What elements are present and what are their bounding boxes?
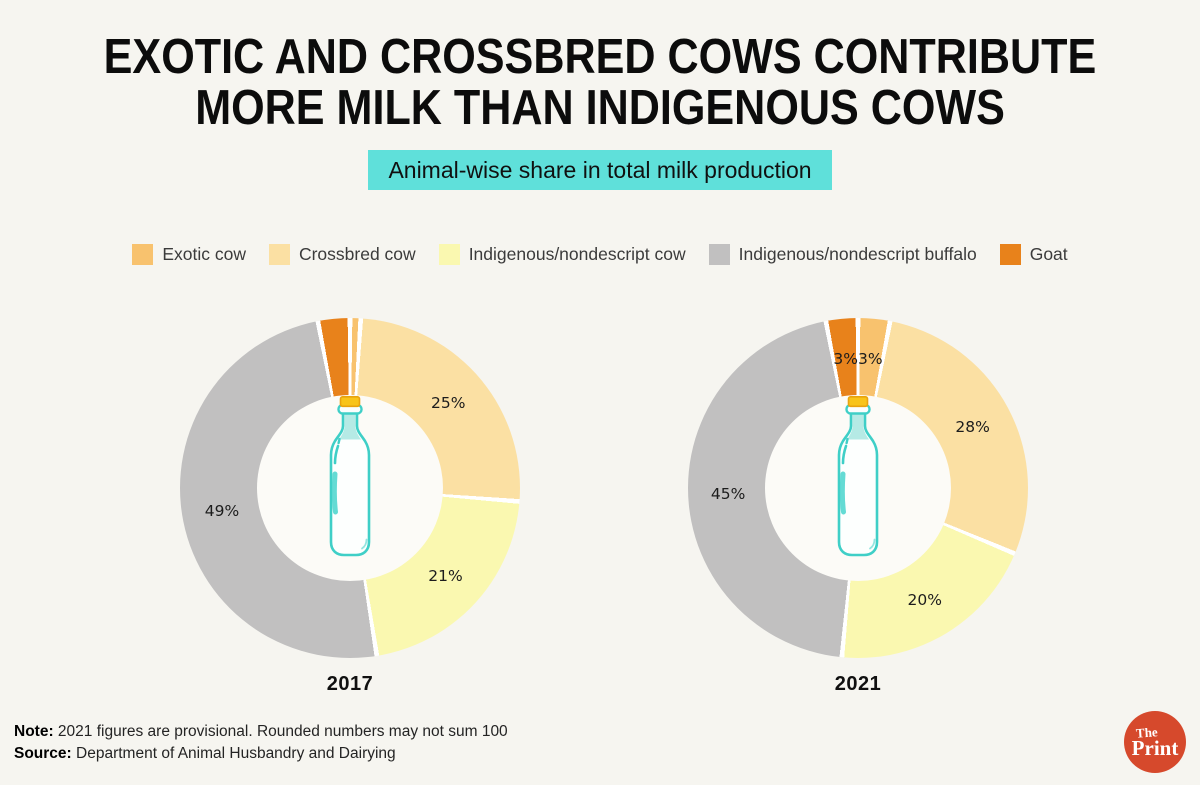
- logo-print: Print: [1131, 735, 1179, 760]
- legend-item: Goat: [999, 244, 1068, 265]
- slice-label: 3%: [833, 349, 858, 368]
- slice-label: 49%: [204, 501, 240, 520]
- legend-label: Exotic cow: [162, 244, 246, 264]
- slice-label: 25%: [431, 393, 466, 412]
- donut-wrap: 25% 21% 49%: [180, 318, 520, 658]
- slice-label: 45%: [710, 485, 746, 504]
- legend-swatch: [268, 244, 290, 265]
- subtitle-row: Animal-wise share in total milk producti…: [0, 150, 1200, 190]
- title-line-2: MORE MILK THAN INDIGENOUS COWS: [195, 81, 1005, 135]
- note-line: Note: 2021 figures are provisional. Roun…: [14, 721, 508, 743]
- note-text: 2021 figures are provisional. Rounded nu…: [57, 723, 508, 740]
- footnotes: Note: 2021 figures are provisional. Roun…: [14, 721, 508, 765]
- year-label: 2021: [834, 673, 882, 695]
- legend-item: Exotic cow: [132, 244, 246, 265]
- note-label: Note:: [14, 723, 54, 740]
- milk-bottle-icon: [329, 396, 371, 557]
- title-line-1: EXOTIC AND CROSSBRED COWS CONTRIBUTE: [103, 30, 1097, 84]
- legend-item: Indigenous/nondescript cow: [438, 244, 686, 265]
- legend-swatch: [438, 244, 460, 265]
- source-text: Department of Animal Husbandry and Dairy…: [76, 745, 396, 762]
- legend-label: Indigenous/nondescript cow: [468, 244, 686, 264]
- legend-item: Crossbred cow: [268, 244, 416, 265]
- page-title: EXOTIC AND CROSSBRED COWS CONTRIBUTE MOR…: [0, 0, 1200, 134]
- legend-label: Crossbred cow: [298, 244, 416, 264]
- legend-item: Indigenous/nondescript buffalo: [708, 244, 977, 265]
- legend: Exotic cow Crossbred cow Indigenous/nondes…: [0, 244, 1200, 265]
- milk-bottle-icon: [837, 396, 879, 557]
- logo-the: The: [1135, 723, 1159, 741]
- donut-chart-2021: 3% 28% 20% 45% 3% 2021: [688, 318, 1028, 696]
- legend-swatch: [999, 244, 1021, 265]
- legend-label: Goat: [1029, 244, 1068, 264]
- legend-swatch: [132, 244, 154, 265]
- donut-chart-2017: 25% 21% 49% 2017: [180, 318, 520, 696]
- subtitle-highlight: Animal-wise share in total milk producti…: [368, 150, 832, 190]
- slice-label: 20%: [907, 590, 942, 609]
- source-label: Source:: [14, 745, 72, 762]
- source-line: Source: Department of Animal Husbandry a…: [14, 743, 508, 765]
- year-label: 2017: [326, 673, 374, 695]
- legend-label: Indigenous/nondescript buffalo: [738, 244, 977, 264]
- donut-wrap: 3% 28% 20% 45% 3%: [688, 318, 1028, 658]
- legend-swatch: [708, 244, 730, 265]
- slice-label: 3%: [858, 349, 883, 368]
- theprint-logo: The Print: [1124, 711, 1186, 773]
- slice-label: 28%: [955, 417, 990, 436]
- slice-label: 21%: [428, 567, 463, 586]
